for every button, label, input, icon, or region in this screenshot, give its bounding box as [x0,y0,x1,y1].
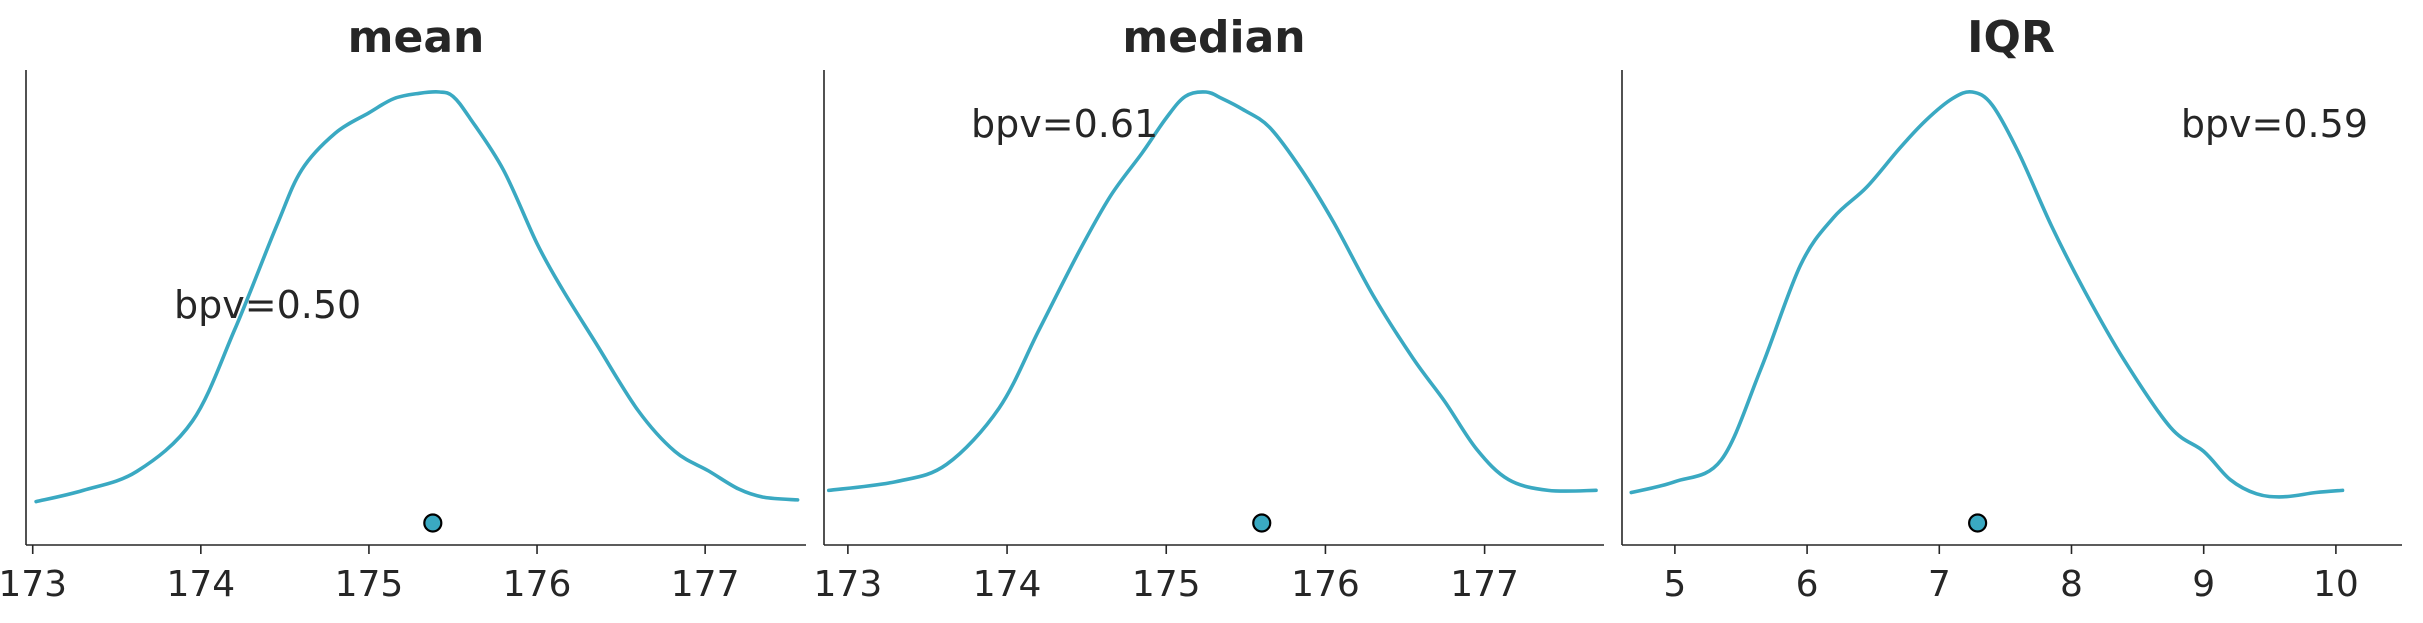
observed-marker [1968,513,1988,533]
bpv-annotation: bpv=0.59 [2181,102,2368,146]
x-tick-label: 175 [1132,564,1201,605]
bpv-annotation: bpv=0.50 [174,283,361,327]
x-tick-label: 176 [503,564,572,605]
x-tick-label: 177 [1450,564,1519,605]
x-tick-label: 174 [973,564,1042,605]
x-tick-label: 10 [2313,564,2359,605]
panel-title: median [1122,12,1305,63]
x-tick-label: 7 [1928,564,1951,605]
kde-curve [826,90,1598,493]
panel-iqr: IQR bpv=0.59 5 6 7 8 9 10 [1621,12,2402,605]
x-ticks: 173 174 175 176 177 [0,545,739,605]
x-tick-label: 173 [814,564,883,605]
panel-mean: mean bpv=0.50 173 174 175 176 177 [0,12,806,605]
x-ticks: 5 6 7 8 9 10 [1663,545,2359,605]
kde-curve [34,90,800,504]
x-ticks: 173 174 175 176 177 [814,545,1519,605]
observed-marker [1252,513,1272,533]
panel-title: mean [348,12,485,63]
bpv-annotation: bpv=0.61 [971,102,1158,146]
x-tick-label: 173 [0,564,67,605]
panel-title: IQR [1967,12,2055,63]
x-tick-label: 6 [1796,564,1819,605]
panel-median: median bpv=0.61 173 174 175 176 177 [814,12,1604,605]
x-tick-label: 8 [2060,564,2083,605]
x-tick-label: 176 [1291,564,1360,605]
observed-marker [423,513,443,533]
x-tick-label: 175 [335,564,404,605]
x-tick-label: 177 [671,564,740,605]
x-tick-label: 5 [1663,564,1686,605]
x-tick-label: 9 [2192,564,2215,605]
x-tick-label: 174 [166,564,235,605]
kde-curve [1629,89,2345,499]
